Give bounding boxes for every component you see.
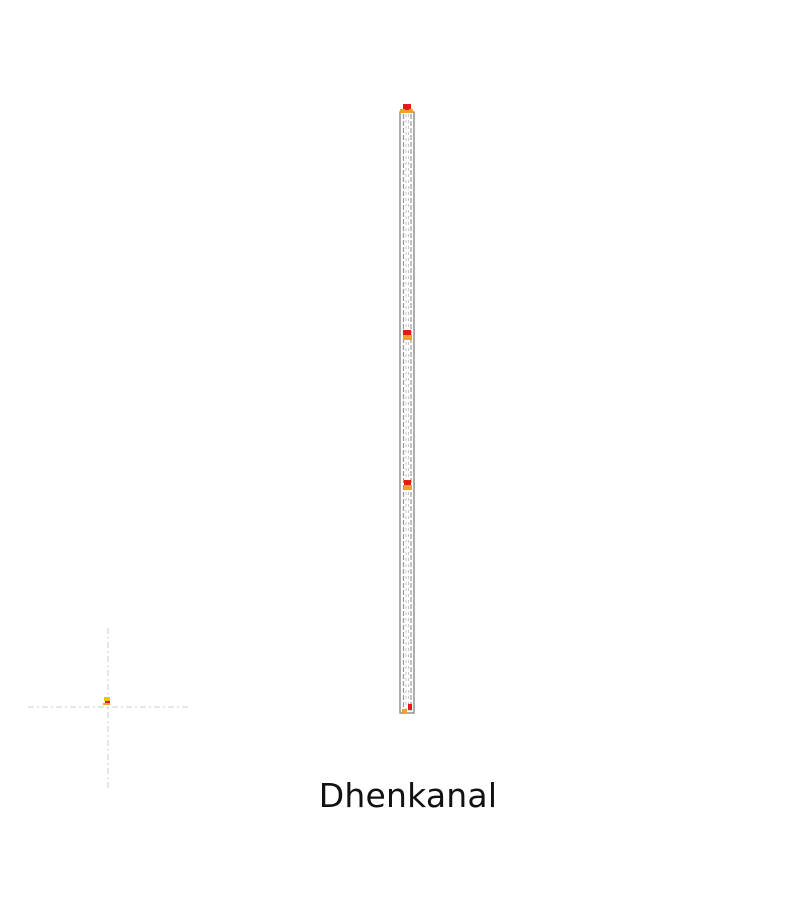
place-label: Dhenkanal [318,776,498,815]
station-marker-icon [404,480,412,490]
route-outline [399,111,415,714]
locator-marker-icon [103,697,110,705]
crosshair-locator-icon [28,628,188,790]
station-marker-icon [400,104,413,113]
station-marker-icon [403,330,412,340]
station-marker-icon [402,704,412,714]
route-line [399,111,415,714]
